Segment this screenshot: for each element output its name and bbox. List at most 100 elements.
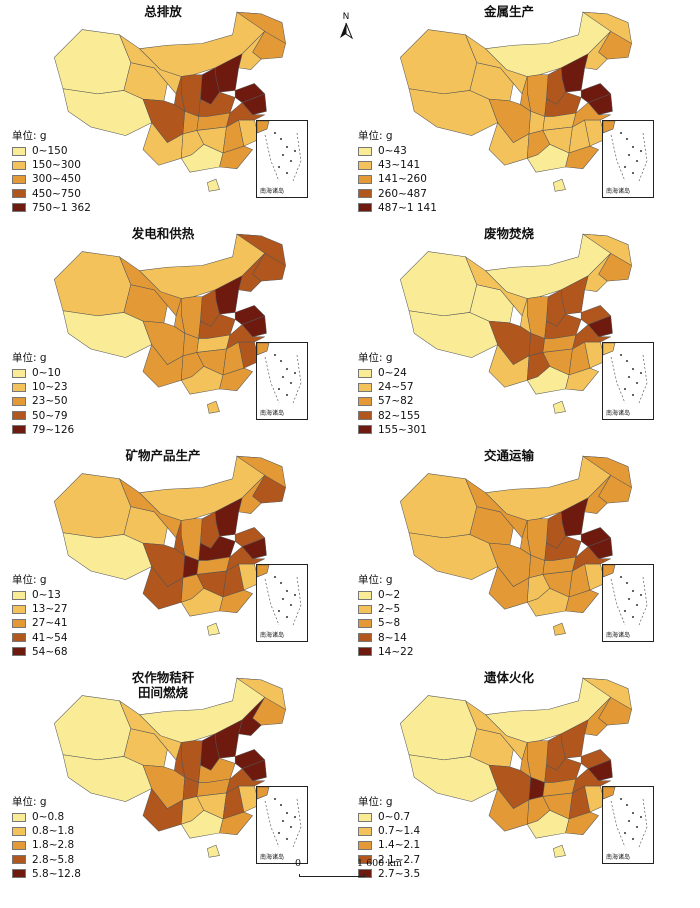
legend-unit: 单位: g bbox=[12, 352, 47, 364]
panel-title: 遗体火化 bbox=[354, 670, 664, 685]
legend-unit: 单位: g bbox=[12, 796, 47, 808]
legend-unit: 单位: g bbox=[358, 130, 393, 142]
province-guangdong bbox=[565, 811, 599, 835]
legend-unit: 单位: g bbox=[358, 796, 393, 808]
legend-unit: 单位: g bbox=[358, 574, 393, 586]
legend-label: 1.8~2.8 bbox=[32, 839, 75, 852]
legend-label: 750~1 362 bbox=[32, 201, 91, 214]
inset-island bbox=[290, 382, 292, 384]
inset-map bbox=[602, 342, 648, 404]
china-choropleth-map bbox=[54, 233, 286, 414]
legend-swatch bbox=[358, 590, 372, 600]
legend-swatch bbox=[358, 174, 372, 184]
legend-label: 450~750 bbox=[32, 187, 81, 200]
legend-label: 27~41 bbox=[32, 617, 68, 630]
legend-item: 0.7~1.4 bbox=[358, 824, 420, 838]
inset-island bbox=[286, 838, 288, 840]
inset-caption: 南海诸岛 bbox=[260, 188, 285, 195]
legend-label: 79~126 bbox=[32, 423, 75, 436]
map-panel-metal: 金属生产 单位: g 0~43 43~141 141~260 260~487 487~1 1… bbox=[354, 0, 664, 214]
legend-label: 141~260 bbox=[378, 173, 427, 186]
province-guangdong bbox=[219, 145, 253, 169]
legend-swatch bbox=[358, 812, 372, 822]
legend-item: 1.8~2.8 bbox=[12, 838, 81, 852]
inset-island bbox=[282, 820, 284, 822]
inset-map bbox=[602, 786, 648, 848]
legend-swatch bbox=[12, 604, 26, 614]
legend-label: 0~43 bbox=[378, 145, 407, 158]
inset-island bbox=[290, 160, 292, 162]
legend-item: 0~13 bbox=[12, 588, 68, 602]
legend-label: 487~1 141 bbox=[378, 201, 437, 214]
province-hainan bbox=[553, 178, 566, 192]
map-legend: 单位: g 0~24 24~57 57~82 82~155 155~301 bbox=[358, 350, 427, 437]
legend-unit: 单位: g bbox=[358, 352, 393, 364]
inset-island bbox=[624, 388, 626, 390]
inset-island bbox=[286, 172, 288, 174]
legend-swatch bbox=[358, 604, 372, 614]
legend-swatch bbox=[358, 146, 372, 156]
legend-swatch bbox=[358, 618, 372, 628]
province-hainan bbox=[207, 622, 220, 636]
inset-island bbox=[626, 804, 628, 806]
province-anhui-zhejiang bbox=[226, 102, 265, 128]
inset-land bbox=[256, 120, 270, 134]
legend-swatch bbox=[358, 840, 372, 850]
inset-island bbox=[636, 160, 638, 162]
panel-title: 金属生产 bbox=[354, 4, 664, 19]
legend-swatch bbox=[358, 425, 372, 435]
north-label: N bbox=[342, 12, 350, 22]
inset-island bbox=[280, 804, 282, 806]
inset-island bbox=[278, 166, 280, 168]
inset-island bbox=[286, 368, 288, 370]
inset-caption: 南海诸岛 bbox=[606, 188, 631, 195]
panel-title: 废物焚烧 bbox=[354, 226, 664, 241]
legend-item: 79~126 bbox=[12, 423, 74, 437]
province-anhui-zhejiang bbox=[572, 768, 611, 794]
province-xinjiang bbox=[400, 29, 478, 95]
inset-island bbox=[282, 154, 284, 156]
legend-item: 23~50 bbox=[12, 394, 74, 408]
china-choropleth-map bbox=[54, 11, 286, 192]
legend-item: 150~300 bbox=[12, 158, 91, 172]
inset-boundary bbox=[264, 576, 302, 626]
legend-swatch bbox=[12, 411, 26, 421]
legend-swatch bbox=[358, 189, 372, 199]
map-legend: 单位: g 0~2 2~5 5~8 8~14 14~22 bbox=[358, 572, 414, 659]
panel-title: 总排放 bbox=[8, 4, 318, 19]
inset-island bbox=[286, 146, 288, 148]
province-hainan bbox=[207, 844, 220, 858]
legend-label: 50~79 bbox=[32, 409, 68, 422]
inset-island bbox=[640, 816, 642, 818]
province-guangdong bbox=[219, 811, 253, 835]
china-choropleth-map bbox=[54, 455, 286, 636]
legend-label: 54~68 bbox=[32, 645, 68, 658]
legend-label: 0~13 bbox=[32, 589, 61, 602]
province-xinjiang bbox=[54, 473, 132, 539]
province-xinjiang bbox=[54, 251, 132, 317]
legend-swatch bbox=[12, 647, 26, 657]
legend-swatch bbox=[12, 146, 26, 156]
legend-swatch bbox=[358, 869, 372, 879]
legend-swatch bbox=[358, 826, 372, 836]
legend-label: 82~155 bbox=[378, 409, 421, 422]
legend-item: 2.1~2.7 bbox=[358, 853, 420, 867]
province-ningxia bbox=[520, 298, 532, 334]
legend-item: 0.8~1.8 bbox=[12, 824, 81, 838]
inset-island bbox=[628, 598, 630, 600]
legend-label: 10~23 bbox=[32, 381, 68, 394]
legend-item: 750~1 362 bbox=[12, 201, 91, 215]
legend-item: 155~301 bbox=[358, 423, 427, 437]
china-choropleth-map bbox=[400, 677, 632, 858]
legend-swatch bbox=[12, 840, 26, 850]
legend-label: 24~57 bbox=[378, 381, 414, 394]
province-guangdong bbox=[219, 589, 253, 613]
province-guangdong bbox=[219, 367, 253, 391]
legend-label: 0~0.7 bbox=[378, 811, 411, 824]
province-xinjiang bbox=[400, 473, 478, 539]
inset-boundary bbox=[610, 132, 648, 182]
inset-land bbox=[256, 342, 270, 356]
province-xinjiang bbox=[54, 695, 132, 761]
inset-island bbox=[286, 590, 288, 592]
legend-label: 0~2 bbox=[378, 589, 401, 602]
